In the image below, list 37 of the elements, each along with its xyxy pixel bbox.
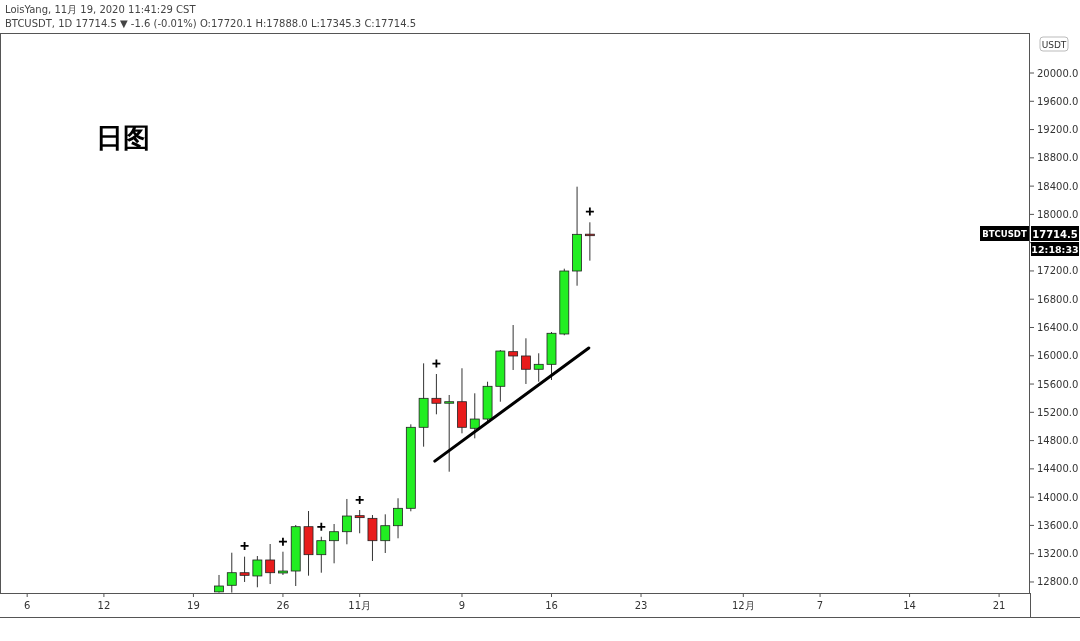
x-tick-label: 12: [97, 600, 111, 611]
y-tick-label: 18800.0: [1037, 152, 1079, 164]
y-tick-label: 13600.0: [1037, 519, 1079, 531]
y-tick-label: 14400.0: [1037, 463, 1079, 475]
y-tick-label: 12800.0: [1037, 576, 1079, 588]
x-tick-label: 11月: [348, 600, 372, 611]
y-tick-label: 15200.0: [1037, 406, 1079, 418]
annotation: BTCUSDT: [982, 229, 1027, 239]
y-tick-label: 17200.0: [1037, 265, 1079, 277]
x-tick-label: 14: [903, 600, 916, 611]
y-tick-label: 13200.0: [1037, 548, 1079, 560]
text: LoisYang, 11月 19, 2020 11:41:29 CST: [5, 4, 197, 15]
y-tick-label: 14000.0: [1037, 491, 1079, 503]
text: USDT: [1041, 39, 1067, 50]
x-tick-label: 23: [634, 600, 648, 611]
x-tick-label: 9: [458, 600, 466, 611]
x-tick-label: 12月: [731, 600, 755, 611]
y-tick-label: 15600.0: [1037, 378, 1079, 390]
y-tick-label: 16000.0: [1037, 350, 1079, 362]
y-tick-label: 19600.0: [1037, 95, 1079, 107]
x-tick-label: 26: [276, 600, 290, 611]
y-tick-label: 14800.0: [1037, 435, 1079, 447]
x-tick-label: 16: [545, 600, 558, 611]
x-tick-label: 6: [23, 600, 31, 611]
y-tick-label: 18400.0: [1037, 180, 1079, 192]
y-tick-label: 18000.0: [1037, 208, 1079, 220]
y-tick-label: 16800.0: [1037, 293, 1079, 305]
text: 12:18:33: [1031, 243, 1079, 255]
y-tick-label: 16400.0: [1037, 321, 1079, 333]
text: 17714.5: [1032, 228, 1078, 240]
x-tick-label: 19: [187, 600, 200, 611]
y-tick-label: 20000.0: [1037, 67, 1079, 79]
annotation: 日图: [96, 122, 150, 153]
x-tick-label: 21: [992, 600, 1006, 611]
y-tick-label: 19200.0: [1037, 124, 1079, 136]
text: BTCUSDT, 1D 17714.5 ▼ -1.6 (-0.01%) O:17720.1 H:17888.0 L:17345.3 C:17714.5: [5, 18, 417, 29]
x-tick-label: 7: [816, 600, 824, 611]
